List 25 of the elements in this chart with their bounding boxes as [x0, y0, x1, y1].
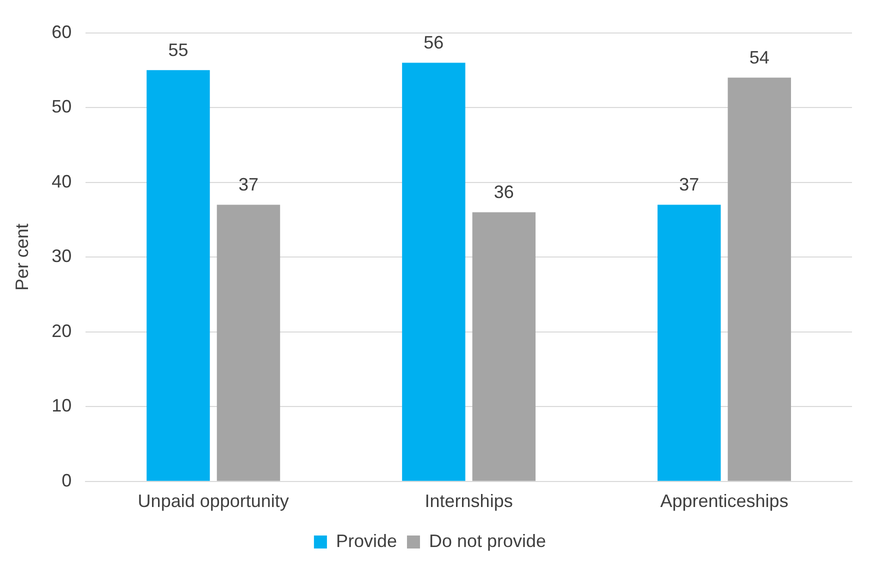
- x-tick-label: Apprenticeships: [660, 491, 788, 512]
- bar: [472, 212, 536, 481]
- data-label: 37: [679, 174, 700, 195]
- y-tick-label: 10: [52, 396, 72, 416]
- bar: [402, 62, 466, 481]
- y-tick-label: 60: [52, 22, 72, 42]
- legend-label: Do not provide: [428, 530, 546, 551]
- y-tick-label: 30: [52, 246, 72, 266]
- data-label: 36: [494, 182, 514, 202]
- y-tick-label: 40: [52, 171, 72, 192]
- bar: [216, 204, 280, 481]
- y-tick-label: 0: [62, 470, 72, 490]
- x-tick-label: Internships: [424, 491, 513, 512]
- bar: [728, 78, 792, 481]
- x-tick-label: Unpaid opportunity: [138, 491, 289, 512]
- y-axis-title: Per cent: [12, 224, 32, 291]
- data-label: 37: [238, 174, 258, 195]
- y-tick-label: 50: [52, 96, 72, 117]
- bar: [658, 204, 721, 481]
- bar: [146, 70, 210, 481]
- legend-label: Provide: [336, 530, 397, 551]
- data-label: 54: [749, 48, 770, 68]
- data-label: 55: [168, 40, 188, 60]
- data-label: 56: [424, 32, 444, 53]
- y-tick-label: 20: [52, 320, 72, 341]
